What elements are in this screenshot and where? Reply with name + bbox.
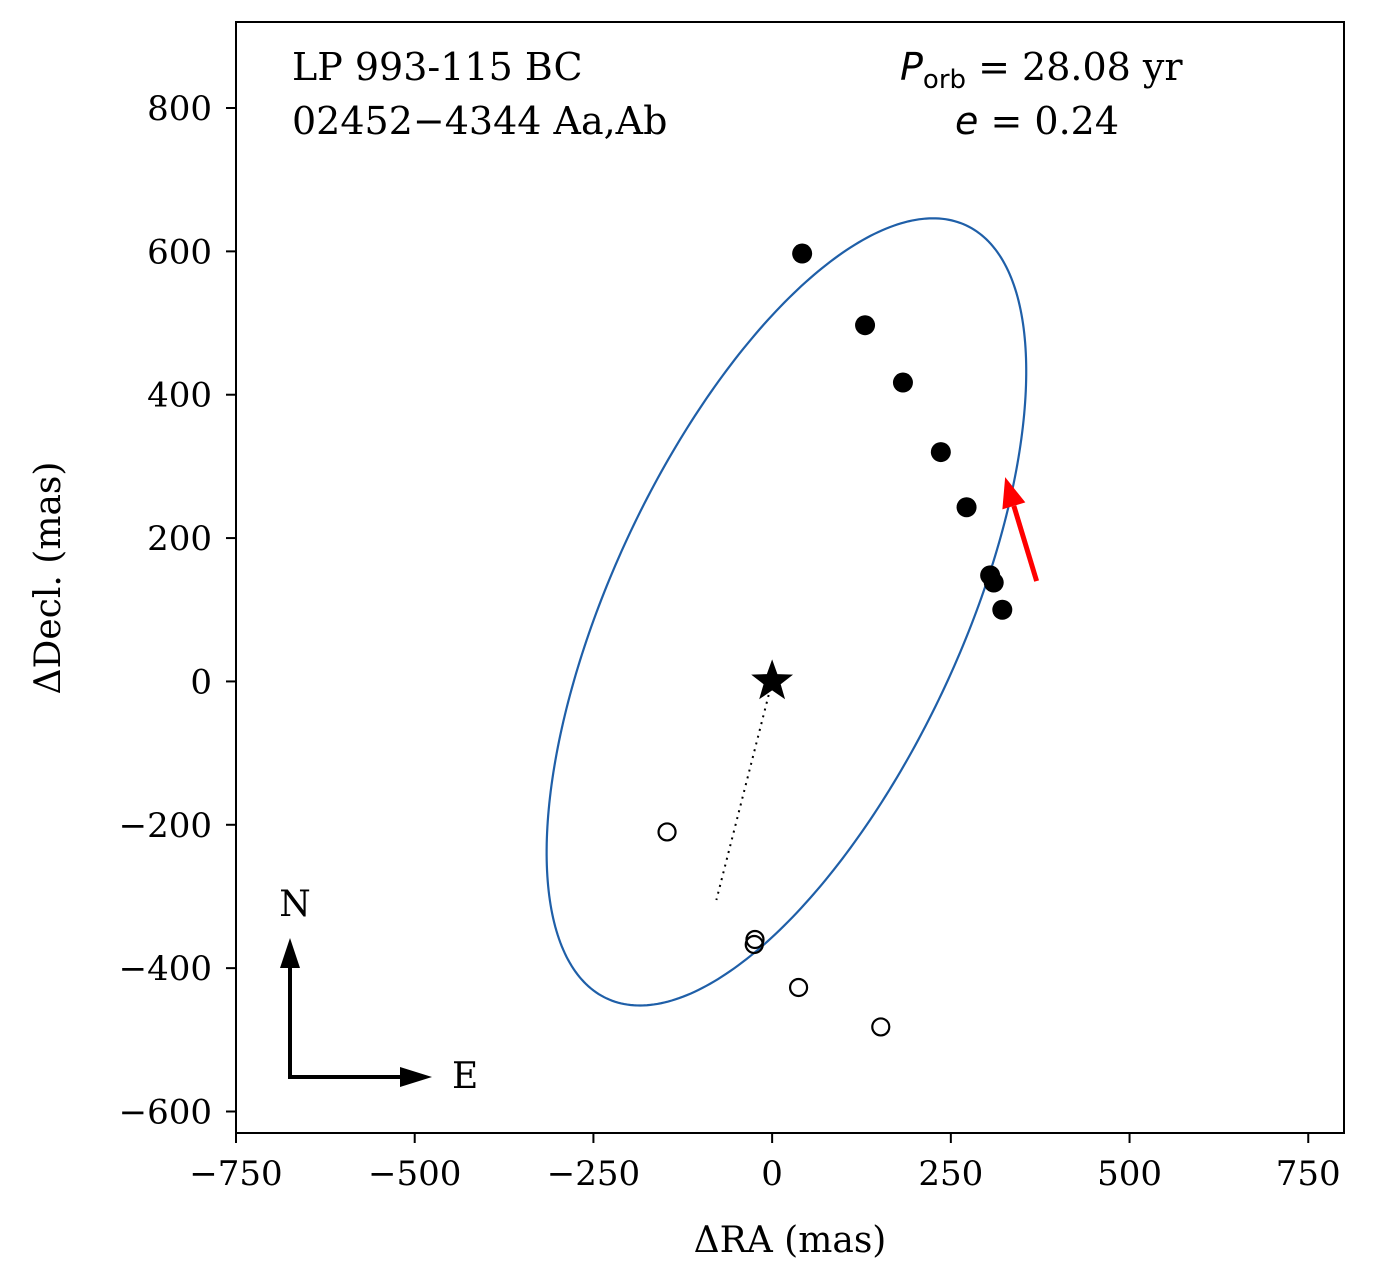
axes-frame xyxy=(235,21,1345,1134)
compass: N E xyxy=(279,884,478,1097)
eccentricity-symbol: e xyxy=(955,99,978,143)
east-arrow-head xyxy=(400,1067,432,1087)
periastron-line xyxy=(715,681,774,901)
filled-point xyxy=(956,497,977,518)
x-tick-label: 500 xyxy=(1097,1154,1162,1194)
filled-point xyxy=(892,372,913,393)
filled-point xyxy=(855,315,876,336)
filled-point xyxy=(792,243,813,264)
open-point xyxy=(744,934,764,955)
motion-arrow-shaft xyxy=(1011,505,1040,582)
y-axis-label: ΔDecl. (mas) xyxy=(28,462,69,695)
y-tick-label: 200 xyxy=(147,519,212,559)
open-point xyxy=(871,1017,891,1037)
open-point xyxy=(788,977,809,998)
x-tick-label: −250 xyxy=(547,1154,640,1194)
y-tick-label: −400 xyxy=(119,949,212,989)
filled-point xyxy=(992,599,1013,620)
y-axis-ticks: −600 −400 −200 0 200 400 600 800 xyxy=(119,89,236,1132)
x-axis-label: ΔRA (mas) xyxy=(694,1220,887,1261)
x-tick-label: −500 xyxy=(368,1154,461,1194)
x-tick-label: 0 xyxy=(761,1154,783,1194)
period-annotation: Porb = 28.08 yr xyxy=(900,45,1183,95)
data-layer xyxy=(545,217,1040,1037)
period-subscript: orb xyxy=(923,65,966,95)
x-tick-label: 250 xyxy=(918,1154,983,1194)
x-tick-label: −750 xyxy=(189,1154,282,1194)
north-label: N xyxy=(279,884,311,925)
title-line-2: 02452−4344 Aa,Ab xyxy=(292,99,667,143)
filled-point xyxy=(930,442,951,463)
y-tick-label: 600 xyxy=(147,232,212,272)
north-arrow-head xyxy=(280,938,300,968)
y-tick-label: 0 xyxy=(190,662,212,702)
primary-star-marker xyxy=(751,659,794,700)
y-tick-label: −200 xyxy=(119,806,212,846)
filled-point xyxy=(983,572,1004,593)
x-tick-label: 750 xyxy=(1276,1154,1341,1194)
period-value: = 28.08 yr xyxy=(966,45,1183,89)
motion-arrow-head xyxy=(1002,477,1026,510)
period-symbol: P xyxy=(900,45,923,89)
eccentricity-value: = 0.24 xyxy=(978,99,1119,143)
eccentricity-annotation: e = 0.24 xyxy=(955,99,1119,143)
x-axis-ticks: −750 −500 −250 0 250 500 750 xyxy=(189,1133,1341,1194)
y-tick-label: 400 xyxy=(147,376,212,416)
title-line-1: LP 993-115 BC xyxy=(292,45,583,89)
open-point xyxy=(657,822,677,842)
orbit-ellipse xyxy=(545,217,1028,1007)
y-tick-label: −600 xyxy=(119,1092,212,1132)
east-label: E xyxy=(452,1056,478,1097)
y-tick-label: 800 xyxy=(147,89,212,129)
